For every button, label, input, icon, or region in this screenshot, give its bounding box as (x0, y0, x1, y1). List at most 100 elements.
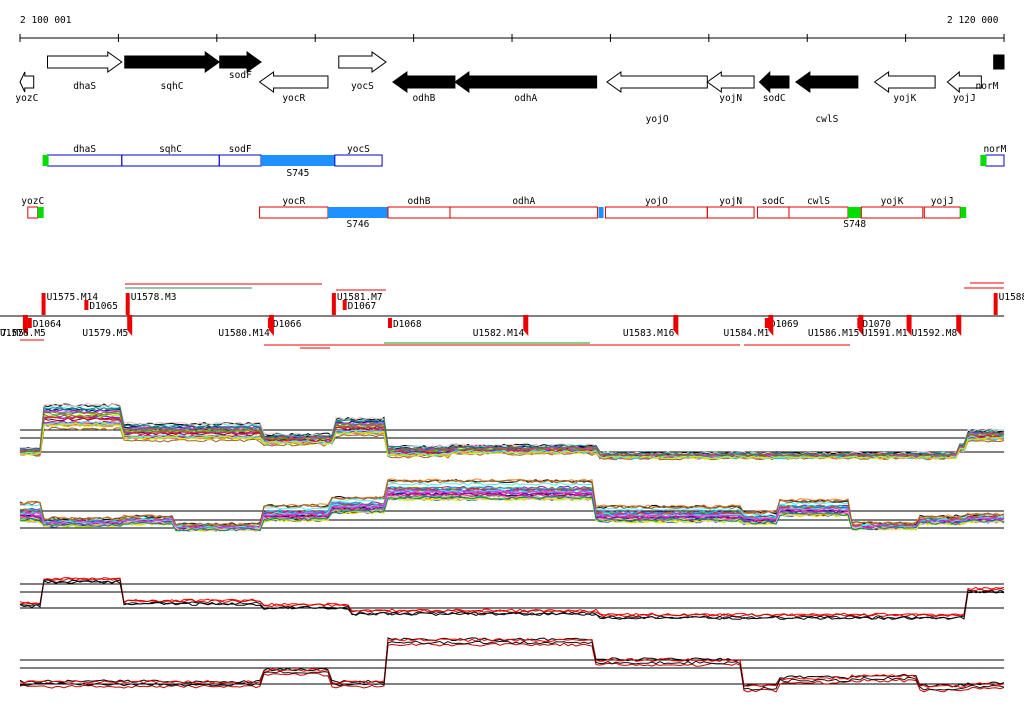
transcript-segment-label: yocR (282, 196, 305, 207)
transcript-segment (47, 154, 123, 167)
sigma-site-label: S748 (843, 219, 866, 230)
unit-label-top: D1070 (862, 319, 891, 330)
expression-profile (19, 579, 1005, 620)
unit-label-top: D1069 (770, 319, 799, 330)
unit-flag (22, 315, 28, 336)
sigma-site-label: S745 (286, 168, 309, 179)
transcript-segment-label: yojO (645, 196, 668, 207)
unit-label-top: U1575.M14 (47, 292, 99, 303)
transcript-segment (387, 206, 451, 219)
green-marker (848, 207, 855, 218)
transcript-segment-label: yojJ (931, 196, 954, 207)
unit-flag (768, 315, 774, 336)
unit-label-top: D1067 (348, 301, 377, 312)
expression-profile (19, 410, 1005, 457)
gene-arrow (19, 71, 35, 93)
sigma-site-label: S746 (347, 219, 370, 230)
unit-label-bottom: U1586.M15 (808, 328, 859, 339)
transcript-segment (121, 154, 220, 167)
transcript-segment (218, 154, 262, 167)
transcript-segment-label: norM (983, 144, 1006, 155)
expression-profile (19, 489, 1005, 530)
expression-profile (19, 478, 1005, 526)
unit-flag (993, 293, 998, 315)
unit-flag (84, 300, 89, 310)
unit-flag (906, 315, 912, 336)
gene-arrow (454, 71, 598, 93)
transcript-segment-label: yozC (21, 196, 44, 207)
gene-arrow (338, 51, 387, 73)
gene-arrow (993, 54, 1005, 70)
transcript-segment (788, 206, 849, 219)
expression-tracks (19, 402, 1005, 693)
gene-arrow (219, 51, 262, 73)
unit-label-bottom: U1584.M1 (724, 328, 770, 339)
transcript-segment-label: dhaS (73, 144, 96, 155)
unit-flag (41, 293, 46, 315)
unit-label-top: U1588.M11 (999, 292, 1024, 303)
gene-arrow (124, 51, 221, 73)
green-marker (37, 207, 44, 218)
unit-label-top: D1064 (33, 319, 62, 330)
gene-arrow (873, 71, 936, 93)
transcript-segment-label: yojN (719, 196, 742, 207)
gene-label: yojO (646, 114, 669, 125)
green-marker (980, 155, 987, 166)
gene-label: yocR (282, 93, 305, 104)
gene-label: yojJ (953, 93, 976, 104)
gene-arrow (758, 70, 790, 94)
transcript-segment-label: odhB (408, 196, 431, 207)
transcript-segment (449, 206, 599, 219)
transcript-segment (756, 206, 790, 219)
unit-flag (858, 315, 864, 336)
transcript-segment-label: yocS (347, 144, 370, 155)
transcript-segment (334, 154, 383, 167)
gene-arrow (795, 71, 859, 93)
unit-flag (956, 315, 962, 336)
ruler: 2 100 001 2 120 000 (19, 15, 1005, 42)
gene-label: yozC (15, 93, 38, 104)
unit-label-top: D1066 (273, 319, 302, 330)
unit-flag (764, 318, 769, 328)
gene-label: sodC (763, 93, 786, 104)
gene-label: odhB (412, 93, 435, 104)
transcript-segment-label: cwlS (807, 196, 830, 207)
unit-flag (125, 293, 130, 315)
transcript-segment-label: sodF (229, 144, 252, 155)
gene-arrow (392, 71, 456, 93)
transcript-segment (604, 206, 708, 219)
gene-track: yozC dhaS sqhC sodF yocR yocS odhB odhA yojO yojN… (15, 51, 1005, 125)
gene-label: yojK (893, 93, 916, 104)
transcript-segment (860, 206, 924, 219)
blue-marker (598, 207, 604, 218)
unit-label-top: D1065 (89, 301, 118, 312)
unit-label-bottom: U1579.M5 (82, 328, 128, 339)
unit-label-top: D1068 (393, 319, 422, 330)
unit-label-top: U1581.M7 (337, 292, 383, 303)
transcript-segment (706, 206, 755, 219)
gene-arrow (606, 71, 708, 93)
unit-label-bottom: U1591.M1 (862, 328, 908, 339)
transcript-segment-label: sodC (762, 196, 785, 207)
gene-arrow (258, 71, 329, 93)
unit-label-top: U1578.M3 (131, 292, 177, 303)
expression-profile (19, 406, 1005, 456)
gene-arrow (946, 70, 982, 94)
gene-label: sodF (229, 70, 252, 81)
expression-profile (19, 640, 1005, 691)
transcript-segment-label: odhA (512, 196, 535, 207)
transcript-segment (923, 206, 961, 219)
transcript-segment (259, 206, 329, 219)
gene-label: yocS (351, 81, 374, 92)
reverse-transcript-track: yozC yocR S746 odhB odhA yojO yojN sodC cwlS S748… (21, 196, 967, 230)
gene-label: dhaS (73, 81, 96, 92)
green-marker (42, 155, 49, 166)
sigma-site (327, 207, 388, 218)
forward-transcript-track: dhaS sqhC sodF S745 yocS norM (42, 144, 1007, 179)
transcript-segment-label: yojK (881, 196, 904, 207)
gene-label: sqhC (161, 81, 184, 92)
ruler-start-label: 2 100 001 (20, 15, 72, 26)
transcript-segment-label: sqhC (159, 144, 182, 155)
